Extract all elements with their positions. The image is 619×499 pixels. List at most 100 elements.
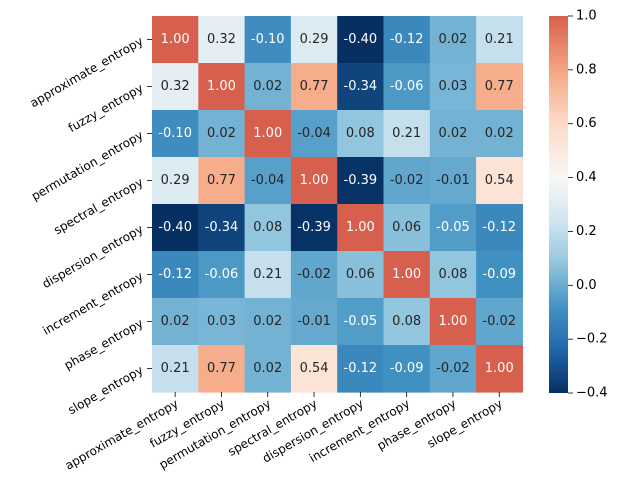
cell-value-label: -0.09 [390, 361, 424, 376]
cell-value-label: 0.02 [253, 314, 282, 329]
cell-value-label: -0.12 [482, 220, 516, 235]
cell-value-label: 0.03 [207, 314, 236, 329]
heatmap-cell [244, 16, 292, 64]
y-tick-label: phase_entropy [62, 316, 146, 372]
heatmap-cell [198, 298, 246, 346]
cell-value-label: 0.29 [300, 32, 329, 47]
colorbar-ticks: −0.4 −0.2 0.0 0.2 0.4 0.6 0.8 1.0 [568, 9, 608, 401]
heatmap-cell [337, 298, 385, 346]
cell-value-label: -0.10 [158, 126, 192, 141]
colorbar-tick-label: 0.2 [576, 224, 597, 239]
heatmap-cell [244, 204, 292, 252]
cell-value-label: 1.00 [485, 361, 514, 376]
y-axis-tick-labels: approximate_entropyfuzzy_entropypermutat… [27, 34, 152, 417]
heatmap-cell [476, 345, 523, 393]
colorbar: −0.4 −0.2 0.0 0.2 0.4 0.6 0.8 1.0 [549, 9, 608, 401]
cell-value-label: -0.12 [390, 32, 424, 47]
cell-value-label: -0.40 [344, 32, 378, 47]
heatmap-cell [429, 16, 477, 64]
cell-value-label: 1.00 [161, 32, 190, 47]
cell-value-label: 0.03 [438, 79, 467, 94]
heatmap-cells [152, 16, 523, 393]
heatmap-cell [290, 16, 338, 64]
cell-value-label: -0.34 [205, 220, 239, 235]
cell-value-label: 1.00 [253, 126, 282, 141]
heatmap-cell [337, 157, 385, 205]
heatmap-cell [152, 63, 199, 111]
heatmap-cell [383, 345, 431, 393]
cell-value-label: 0.32 [207, 32, 236, 47]
cell-value-label: 1.00 [438, 314, 467, 329]
colorbar-tick-label: −0.2 [576, 332, 608, 347]
cell-value-label: -0.04 [251, 173, 285, 188]
cell-value-label: 0.02 [253, 361, 282, 376]
cell-value-label: -0.02 [297, 267, 331, 282]
cell-value-label: 0.08 [253, 220, 282, 235]
heatmap-cell [429, 298, 477, 346]
cell-value-label: -0.02 [436, 361, 470, 376]
cell-value-label: 0.08 [438, 267, 467, 282]
heatmap-cell [198, 157, 246, 205]
heatmap-cell [290, 251, 338, 299]
y-tick-label: slope_entropy [65, 363, 145, 417]
colorbar-tick-label: 0.4 [576, 170, 597, 185]
heatmap-cell [244, 157, 292, 205]
heatmap-cell [429, 63, 477, 111]
cell-value-label: 0.08 [346, 126, 375, 141]
cell-value-label: -0.34 [344, 79, 378, 94]
heatmap-cell [152, 345, 199, 393]
heatmap-cell [383, 298, 431, 346]
heatmap-cell [476, 110, 523, 158]
heatmap-cell [383, 251, 431, 299]
cell-value-label: 1.00 [392, 267, 421, 282]
cell-value-label: 0.08 [392, 314, 421, 329]
colorbar-tick-label: 1.0 [576, 9, 597, 24]
colorbar-tick-label: −0.4 [576, 386, 608, 401]
cell-value-label: 0.02 [207, 126, 236, 141]
heatmap-cell [290, 63, 338, 111]
cell-value-label: -0.01 [297, 314, 331, 329]
heatmap-cell [476, 63, 523, 111]
cell-value-label: 0.77 [207, 361, 236, 376]
heatmap-cell [337, 204, 385, 252]
cell-value-label: -0.04 [297, 126, 331, 141]
cell-value-label: 1.00 [346, 220, 375, 235]
heatmap-cell [476, 16, 523, 64]
colorbar-tick-label: 0.0 [576, 278, 597, 293]
cell-value-label: -0.39 [297, 220, 331, 235]
cell-value-label: 0.77 [485, 79, 514, 94]
cell-value-label: -0.06 [390, 79, 424, 94]
heatmap-cell [383, 157, 431, 205]
heatmap-cell [152, 16, 199, 64]
cell-value-label: 0.06 [346, 267, 375, 282]
heatmap-cell [337, 16, 385, 64]
colorbar-tick-label: 0.8 [576, 62, 597, 77]
colorbar-tick-label: 0.6 [576, 116, 597, 131]
cell-value-label: 1.00 [207, 79, 236, 94]
heatmap-cell [152, 157, 199, 205]
colorbar-gradient [549, 16, 568, 393]
heatmap-cell [244, 110, 292, 158]
cell-value-label: -0.40 [158, 220, 192, 235]
heatmap-cell [244, 298, 292, 346]
heatmap-cell [337, 110, 385, 158]
cell-value-label: 0.02 [438, 32, 467, 47]
heatmap-cell [429, 251, 477, 299]
heatmap-cell [429, 345, 477, 393]
cell-value-label: 0.21 [161, 361, 190, 376]
cell-value-label: -0.05 [344, 314, 378, 329]
heatmap-cell [429, 204, 477, 252]
heatmap-cell [198, 110, 246, 158]
heatmap-cell [198, 251, 246, 299]
heatmap-cell [383, 63, 431, 111]
cell-value-label: 0.21 [485, 32, 514, 47]
cell-value-label: 0.77 [300, 79, 329, 94]
x-tick-label: phase_entropy [375, 396, 459, 452]
cell-value-label: 0.02 [438, 126, 467, 141]
heatmap-cell [476, 157, 523, 205]
cell-value-label: 0.29 [161, 173, 190, 188]
heatmap-cell [290, 298, 338, 346]
heatmap-cell [290, 204, 338, 252]
heatmap-cell [244, 345, 292, 393]
